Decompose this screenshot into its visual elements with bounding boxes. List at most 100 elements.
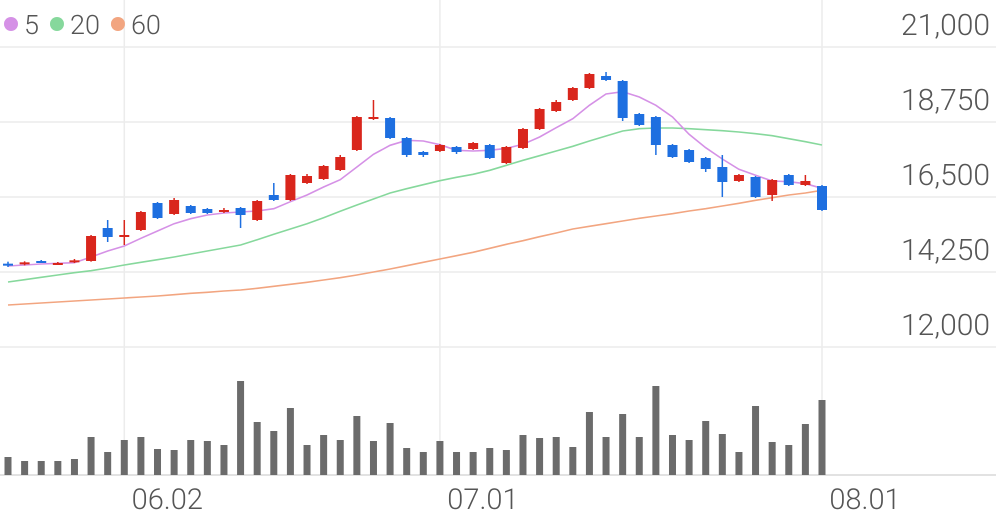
candle-body [351, 117, 362, 150]
y-tick-label: 14,250 [901, 233, 990, 268]
volume-bar [519, 435, 527, 475]
candle-body [551, 102, 562, 111]
candle-body [501, 147, 512, 163]
volume-bar [486, 448, 494, 475]
volume-bar [21, 461, 29, 475]
candle-body [86, 236, 97, 261]
candle-body [69, 260, 80, 263]
y-tick-label: 18,750 [901, 83, 990, 118]
volume-bar [203, 441, 211, 475]
candle-body [717, 167, 728, 182]
legend-label: 60 [131, 9, 161, 41]
candle-body [783, 175, 794, 185]
y-tick-label: 16,500 [901, 158, 990, 193]
ma-line [7, 90, 823, 267]
volume-bar [818, 400, 826, 475]
candle-body [185, 206, 196, 213]
candle-body [385, 118, 396, 138]
candle-body [800, 181, 811, 185]
candle-body [418, 152, 429, 155]
candle-body [767, 180, 778, 195]
volume-bar [436, 441, 444, 475]
candle-body [684, 150, 695, 162]
candle-body [750, 177, 761, 197]
volume-bar [70, 459, 78, 475]
volume-bar [386, 423, 394, 475]
volume-bar [120, 440, 128, 475]
volume-bar [54, 461, 62, 475]
candle-body [650, 117, 661, 145]
y-tick-label: 12,000 [901, 308, 990, 343]
volume-bar [752, 406, 760, 475]
volume-bar [652, 386, 660, 475]
volume-bar [154, 449, 162, 475]
candle-body [451, 147, 462, 152]
candle-body [169, 200, 180, 214]
volume-bar [552, 437, 560, 475]
candle-body [584, 74, 595, 88]
legend-dot [110, 17, 125, 31]
volume-bar [569, 447, 577, 475]
candle-body [36, 261, 47, 263]
y-tick-label: 21,000 [901, 8, 990, 43]
volume-bar [419, 452, 427, 475]
volume-bar [403, 448, 411, 475]
candle-body [468, 143, 479, 149]
volume-bar [685, 440, 693, 475]
volume-bar [87, 437, 95, 475]
volume-bar [4, 457, 12, 475]
volume-bar [469, 452, 477, 475]
candle-body [335, 157, 346, 170]
volume-bar [668, 435, 676, 475]
volume-bar [353, 416, 361, 475]
candle-body [235, 208, 246, 215]
volume-bar [104, 452, 112, 475]
candle-body [218, 210, 229, 212]
x-tick-label: 06.02 [132, 483, 203, 517]
legend-label: 20 [70, 9, 100, 41]
volume-bar [320, 435, 328, 475]
volume-bar [286, 408, 294, 475]
candle-body [285, 175, 296, 200]
candle-body [484, 145, 495, 158]
volume-bar [220, 445, 228, 475]
legend-dot [49, 17, 64, 31]
volume-bar [602, 437, 610, 475]
x-tick-label: 08.01 [829, 483, 900, 517]
candle-body [268, 195, 279, 200]
volume-bar [37, 461, 45, 475]
volume-bar [702, 421, 710, 475]
candle-body [601, 76, 612, 80]
candle-body [401, 138, 412, 155]
volume-bar [137, 437, 145, 475]
volume-bar [718, 434, 726, 475]
volume-bar [170, 450, 178, 475]
candle-body [634, 114, 645, 125]
candle-body [434, 145, 445, 151]
volume-bar [270, 431, 278, 475]
volume-bar [735, 452, 743, 475]
candle-body [318, 166, 329, 179]
candle-body [733, 175, 744, 181]
volume-bar [502, 450, 510, 475]
volume-bar [336, 440, 344, 475]
candle-body [135, 212, 146, 230]
volume-bar [453, 452, 461, 475]
volume-bar [253, 422, 261, 475]
volume-bar [369, 441, 377, 475]
volume-bar [187, 440, 195, 475]
candle-body [567, 88, 578, 100]
volume-bar [237, 381, 245, 475]
candle-body [102, 228, 113, 237]
candle-body [3, 263, 13, 266]
volume-bar [585, 412, 593, 475]
candle-body [52, 263, 63, 265]
candle-body [667, 145, 678, 157]
legend-dot [4, 17, 18, 31]
volume-bar [635, 437, 643, 475]
ma-line [7, 127, 823, 283]
volume-bar [785, 445, 793, 475]
candle-body [202, 209, 213, 213]
candle-body [517, 129, 528, 148]
